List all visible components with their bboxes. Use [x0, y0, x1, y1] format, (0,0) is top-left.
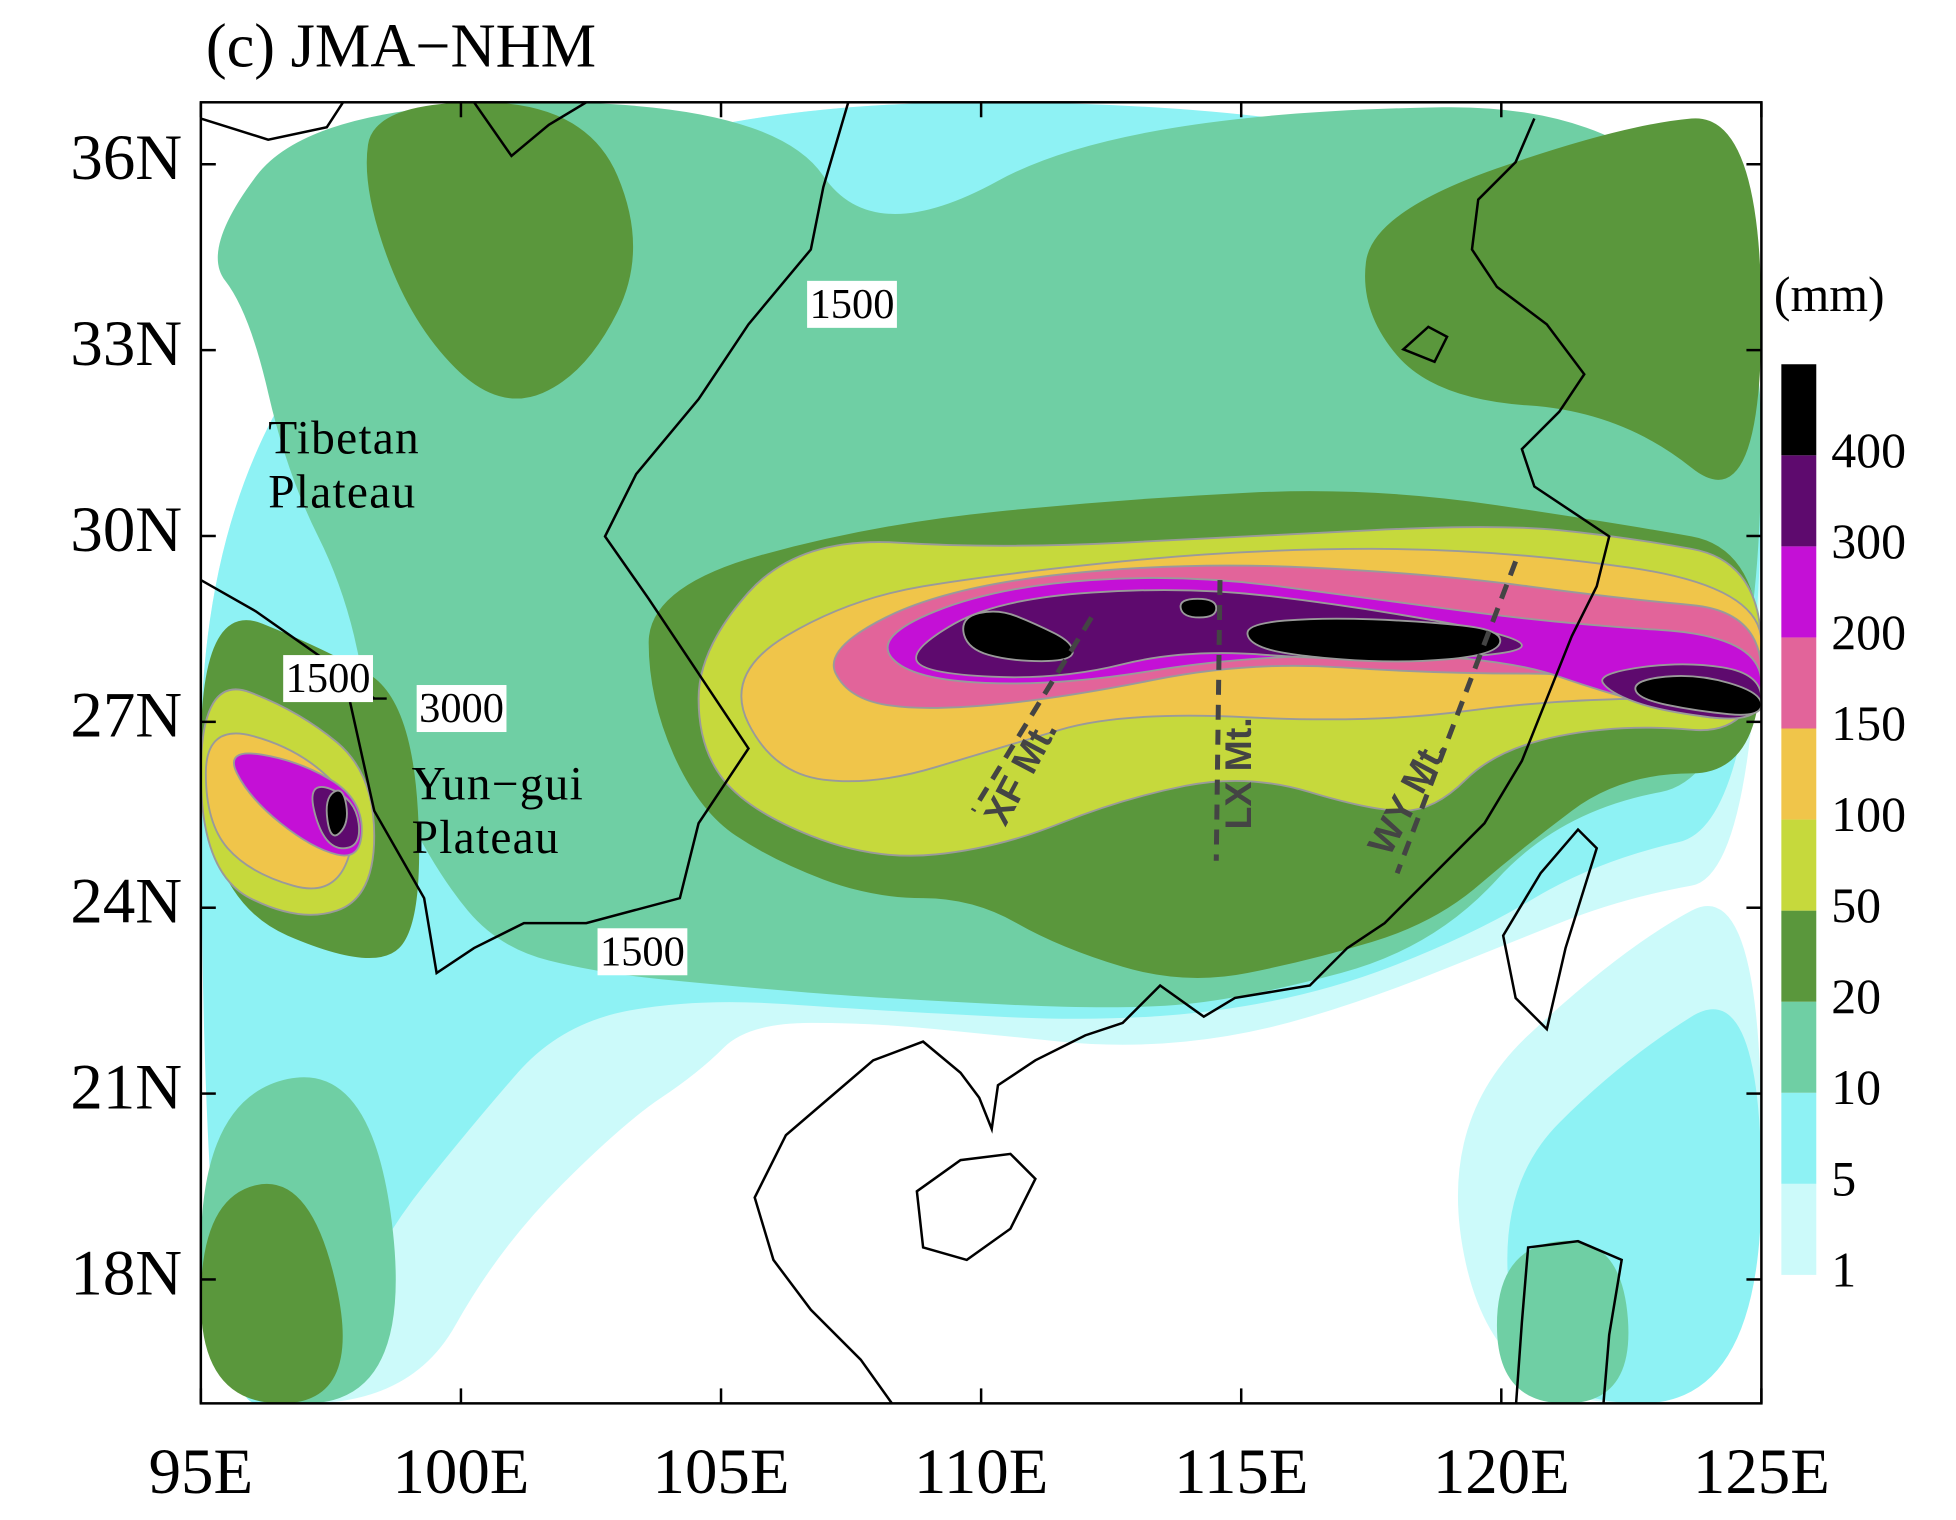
contour-label-box	[597, 928, 688, 976]
colorbar-label: 150	[1831, 696, 1906, 751]
colorbar-band	[1781, 455, 1817, 547]
x-tick-label: 105E	[653, 1436, 790, 1508]
colorbar-band	[1781, 728, 1817, 820]
contour-label: 1500	[286, 655, 371, 702]
geography	[200, 102, 1624, 1404]
colorbar-band	[1781, 1001, 1817, 1093]
colorbar-unit: (mm)	[1774, 267, 1885, 322]
taiwan-island	[1501, 827, 1599, 1032]
colorbar-band	[1781, 364, 1817, 456]
y-tick-label: 36N	[70, 122, 182, 194]
rain-area	[962, 610, 1074, 663]
x-tick-label: 100E	[392, 1436, 529, 1508]
contour-label: 1500	[600, 928, 685, 975]
x-tick-label: 120E	[1433, 1436, 1570, 1508]
terrain-contour	[200, 102, 345, 142]
colorbar-label: 50	[1831, 878, 1881, 933]
small-island	[1401, 325, 1449, 364]
y-tick-label: 30N	[70, 494, 182, 566]
x-tick-label: 110E	[914, 1436, 1049, 1508]
ridge-line	[1394, 560, 1518, 875]
mountain-label: LX Mt.	[1217, 717, 1259, 829]
terrain-contour	[347, 102, 850, 976]
x-tick-label: 95E	[149, 1436, 253, 1508]
colorbar-label: 5	[1831, 1151, 1856, 1206]
region-label: Plateau	[268, 466, 416, 518]
region-label: Yun−gui	[412, 758, 584, 810]
coastline	[753, 118, 1611, 1404]
hainan-island	[915, 1152, 1037, 1262]
colorbar-band	[1781, 546, 1817, 638]
y-tick-label: 24N	[70, 866, 182, 938]
colorbar-label: 200	[1831, 605, 1906, 660]
contour-label-box	[807, 280, 897, 328]
rain-area	[1179, 597, 1218, 619]
y-tick-label: 27N	[70, 680, 182, 752]
colorbar-band	[1781, 819, 1817, 911]
precipitation-field	[200, 102, 1762, 1404]
x-tick-label: 115E	[1174, 1436, 1309, 1508]
rain-area	[1496, 1240, 1629, 1404]
colorbar-band	[1781, 1092, 1817, 1184]
rain-area	[366, 102, 634, 399]
colorbar-label: 300	[1831, 514, 1906, 569]
colorbar-label: 10	[1831, 1060, 1881, 1115]
ridge-lines	[970, 560, 1518, 875]
contour-label-box	[416, 685, 507, 733]
annotations: 95E 100E 105E 110E 115E 120E 125E 18N 21N 24N 27N 3…	[70, 102, 1906, 1508]
y-tick-label: 33N	[70, 308, 182, 380]
colorbar-label: 20	[1831, 969, 1881, 1024]
rain-area	[200, 1183, 343, 1404]
y-tick-label: 21N	[70, 1051, 182, 1123]
colorbar-label: 100	[1831, 787, 1906, 842]
colorbar-band	[1781, 1183, 1817, 1275]
contour-label-box	[283, 655, 373, 703]
y-tick-label: 18N	[70, 1237, 182, 1309]
rain-area	[325, 789, 348, 837]
colorbar-label: 400	[1831, 423, 1906, 478]
ridge-line	[1213, 580, 1223, 861]
luzon-island	[1514, 1239, 1624, 1404]
colorbar-band	[1781, 637, 1817, 729]
rain-area	[1365, 118, 1762, 480]
ridge-line	[970, 616, 1094, 813]
rain-area	[1246, 617, 1502, 663]
contour-label: 3000	[419, 685, 504, 732]
region-label: Tibetan	[268, 413, 420, 465]
colorbar-band	[1781, 910, 1817, 1002]
map-title: (c) JMA−NHM	[206, 12, 596, 81]
colorbar-label: 1	[1831, 1242, 1856, 1297]
x-tick-label: 125E	[1693, 1436, 1830, 1508]
region-label: Plateau	[412, 812, 560, 864]
contour-label: 1500	[810, 281, 895, 328]
terrain-contour	[473, 102, 587, 158]
